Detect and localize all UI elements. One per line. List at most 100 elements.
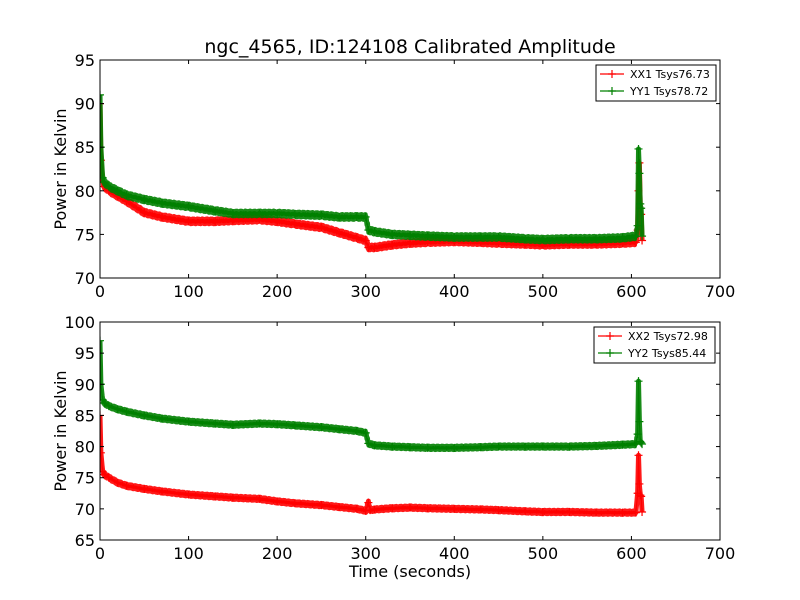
x-tick-label: 700 [705,282,736,301]
data-point [592,234,600,243]
series-band [100,340,645,453]
panel-bottom: 0 100 200 300 400 500 600 700 65 70 75 80 85 90 95 100 P… [51,313,735,581]
legend-label: XX2 Tsys72.98 [628,330,708,343]
data-point [631,508,640,517]
data-point [255,494,264,503]
x-tick-label: 200 [262,282,293,301]
data-point [423,232,432,241]
legend: XX2 Tsys72.98 YY2 Tsys85.44 [593,326,716,364]
data-point [388,504,397,513]
data-point [290,219,299,228]
data-point [158,212,166,221]
data-point [370,243,379,252]
data-point [634,451,643,460]
y-axis-label: Power in Kelvin [51,370,70,491]
x-tick-label: 600 [616,544,647,563]
x-tick-label: 100 [173,544,204,563]
data-point [317,211,326,220]
data-point [122,481,131,490]
data-point [370,227,379,236]
data-point [638,440,647,449]
data-point [637,438,646,447]
data-point [100,173,107,182]
data-point [361,506,370,515]
data-point [634,144,643,153]
panel-top: 0 100 200 300 400 500 600 700 70 75 80 85 90 95 Power … [51,51,735,301]
data-point [637,204,646,213]
data-point [521,507,530,516]
x-tick-label: 300 [350,282,381,301]
data-point [637,492,646,501]
data-point [635,479,644,488]
data-point [633,221,642,230]
x-tick-label: 400 [439,544,470,563]
data-point [406,443,414,452]
data-point [636,199,645,208]
data-point [565,234,574,243]
series-2 [100,90,647,245]
data-point [364,498,373,507]
data-point [290,499,299,508]
data-point [273,209,282,218]
data-point [618,508,627,517]
y-tick-label: 90 [75,95,95,114]
legend: XX1 Tsys76.73 YY1 Tsys78.72 [595,64,717,102]
data-point [352,233,361,242]
data-point [406,503,414,512]
data-point [140,411,149,420]
data-point [158,414,166,423]
data-point [113,405,122,414]
y-tick-label: 100 [64,313,95,332]
data-point [335,212,344,221]
figure-title: ngc_4565, ID:124108 Calibrated Amplitude [204,36,615,58]
x-tick-label: 500 [528,544,559,563]
x-tick-label: 400 [439,282,470,301]
x-tick-label: 500 [528,282,559,301]
data-point [638,232,647,241]
x-axis-label: Time (seconds) [348,562,471,581]
y-tick-label: 75 [75,225,95,244]
data-point [538,442,547,451]
data-point [494,506,503,515]
data-point [228,209,237,218]
data-point [366,506,375,515]
data-point [352,427,361,435]
legend-marker [608,70,616,78]
series-2 [100,336,647,453]
y-tick-label: 85 [75,138,95,157]
data-point [635,169,644,178]
data-point [538,235,547,244]
series-band [100,415,645,517]
legend-marker [606,349,614,357]
y-tick-label: 90 [75,375,95,394]
y-tick-label: 95 [75,51,95,70]
data-point [113,186,122,195]
data-point [476,443,485,452]
legend-label: YY2 Tsys85.44 [627,347,706,360]
data-point [100,470,109,479]
data-point [113,478,122,487]
data-point [317,501,326,510]
y-tick-label: 70 [75,269,95,288]
x-tick-label: 200 [262,544,293,563]
data-point [100,178,109,187]
data-point [592,508,600,517]
data-point [228,420,237,429]
data-point [273,217,282,226]
data-point [228,493,237,502]
data-point [255,209,264,218]
data-point [370,505,379,514]
data-point [450,504,459,513]
data-point [122,191,131,200]
data-point [317,423,326,432]
data-point [388,230,397,239]
data-point [361,212,370,221]
y-tick-label: 70 [75,500,95,519]
data-point [140,195,149,204]
data-point [634,377,643,386]
x-tick-label: 700 [705,544,736,563]
data-point [361,428,370,437]
data-point [406,239,414,248]
data-point [140,208,149,217]
